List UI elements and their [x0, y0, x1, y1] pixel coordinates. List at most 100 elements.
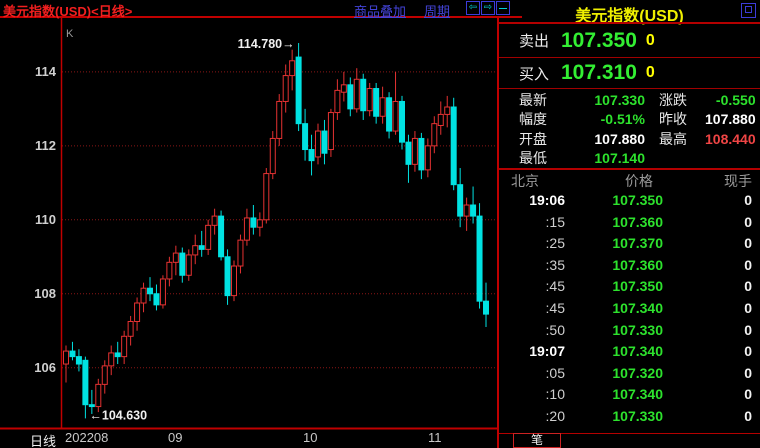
stat-value: 107.880: [594, 130, 645, 147]
tick-row: :45 107.340 0: [499, 298, 760, 320]
candle: [88, 389, 95, 414]
tick-price: 107.330: [612, 407, 663, 424]
overlay-button[interactable]: 商品叠加: [354, 4, 407, 19]
stat-label: 最低: [519, 150, 547, 167]
candle: [315, 123, 321, 165]
prev-arrow-icon[interactable]: ⇦: [466, 1, 480, 15]
candle: [82, 356, 89, 419]
buy-quote-row: 买入 107.310 0: [499, 58, 760, 88]
y-axis-label: 114: [35, 63, 56, 79]
sell-price: 107.350: [561, 28, 637, 52]
tick-time: 19:06: [529, 192, 565, 208]
stat-label: 最高: [659, 130, 687, 147]
quote-stats: 最新 107.330 涨跌 -0.550 幅度 -0.51% 昨收 107.880 开盘 107.…: [499, 90, 760, 168]
tick-row: :25 107.370 0: [499, 233, 760, 255]
candle: [276, 94, 283, 146]
x-axis-label: 10: [303, 430, 317, 445]
candle: [476, 203, 483, 309]
stat-value: 107.880: [705, 111, 756, 128]
tick-row: :35 107.360 0: [499, 255, 760, 277]
tab-bi[interactable]: 笔: [513, 433, 561, 448]
x-axis-label: 202208: [65, 430, 108, 445]
period-button[interactable]: 周期: [424, 4, 451, 19]
candle: [437, 101, 444, 135]
candle: [424, 138, 431, 178]
maximize-icon[interactable]: [741, 3, 756, 18]
candle: [147, 277, 153, 302]
buy-price: 107.310: [561, 61, 637, 84]
buy-volume: 0: [645, 64, 655, 81]
candle: [95, 378, 102, 413]
sell-volume: 0: [645, 31, 655, 49]
tick-price: 107.340: [612, 386, 663, 403]
candle: [114, 341, 121, 365]
stat-label: 涨跌: [659, 91, 687, 108]
next-arrow-icon[interactable]: ⇨: [481, 1, 495, 15]
candle: [327, 108, 334, 157]
column-header-volume: 现手: [724, 173, 752, 189]
candle: [185, 249, 192, 281]
x-axis-label: 09: [168, 430, 182, 445]
tick-price: 107.360: [612, 213, 663, 230]
candle: [366, 82, 373, 117]
candle: [211, 208, 218, 235]
candle: [418, 132, 425, 180]
candle: [431, 116, 438, 154]
candle: [192, 234, 199, 265]
divider: [499, 88, 760, 89]
divider: [499, 168, 760, 170]
candle: [321, 119, 328, 165]
column-header-price: 价格: [625, 173, 653, 189]
candle: [411, 131, 418, 172]
candle: [237, 234, 244, 274]
candle: [179, 247, 186, 283]
sell-quote-row: 卖出 107.350 0: [499, 24, 760, 57]
stat-value: 107.330: [594, 91, 645, 108]
tick-volume: 0: [744, 299, 752, 316]
candle: [302, 108, 309, 161]
tick-price: 107.330: [612, 321, 663, 338]
tick-price: 107.350: [612, 278, 663, 295]
candle: [295, 43, 302, 132]
candle: [101, 360, 108, 394]
candle: [224, 249, 231, 305]
tick-price: 107.340: [612, 343, 663, 360]
stat-value: 108.440: [705, 130, 756, 147]
candle: [483, 282, 489, 328]
candle: [231, 260, 237, 302]
candle: [386, 92, 393, 139]
header-divider: [0, 16, 522, 18]
period-indicator: 日线: [30, 434, 57, 448]
y-axis-label: 112: [35, 137, 56, 153]
candle: [463, 197, 470, 231]
tick-price: 107.370: [612, 235, 663, 252]
tick-time: :05: [545, 364, 565, 381]
tick-volume: 0: [744, 235, 752, 252]
split-window-icon[interactable]: [496, 1, 510, 15]
tick-volume: 0: [744, 386, 752, 403]
chart-header: 美元指数(USD)<日线> 商品叠加 周期 ⇦ ⇨: [0, 0, 522, 19]
tick-volume: 0: [744, 256, 752, 273]
candle: [282, 64, 289, 113]
candle: [172, 245, 179, 276]
tick-table-header: 北京 价格 现手: [499, 171, 760, 189]
stat-label: 最新: [519, 91, 547, 108]
candle: [353, 68, 360, 113]
candlestick-chart[interactable]: K 114.780→ ←104.630 202208 09 10 11: [0, 0, 497, 448]
tick-time: 19:07: [529, 343, 565, 360]
candle: [121, 330, 128, 365]
candle: [263, 168, 270, 224]
tick-time: :50: [545, 321, 565, 338]
candle: [159, 275, 166, 309]
divider: [499, 22, 760, 24]
stat-label: 开盘: [519, 130, 547, 147]
y-axis-label: 110: [35, 211, 56, 227]
maximize-icon-glyph: [745, 6, 752, 13]
candle: [69, 341, 76, 361]
tick-time: :45: [545, 278, 565, 295]
candle: [256, 212, 263, 237]
tick-table: 19:06 107.350 0:15 107.360 0:25 107.370 0:35 10…: [499, 190, 760, 428]
high-annotation: 114.780→: [238, 37, 295, 51]
sell-label: 卖出: [519, 33, 550, 50]
